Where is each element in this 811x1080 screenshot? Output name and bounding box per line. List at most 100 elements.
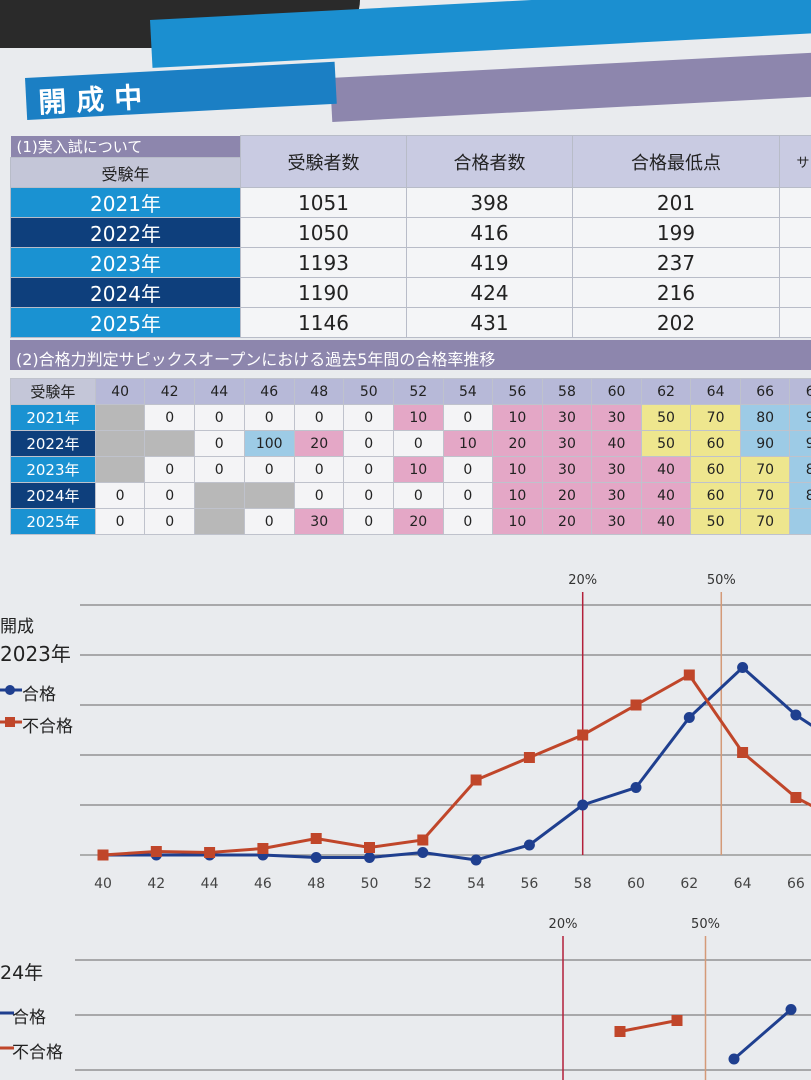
pass-rate-cell: 60: [690, 456, 741, 483]
x-tick-label: 62: [680, 876, 698, 892]
score-column-header: 46: [243, 378, 295, 405]
pass-rate-cell: 0: [243, 404, 295, 431]
pass-rate-cell: 20: [393, 508, 444, 535]
x-tick-label: 40: [94, 876, 112, 892]
sapix-cell: [779, 307, 811, 338]
pass-rate-cell: 20: [293, 430, 345, 457]
score-column-header: 68: [789, 378, 811, 405]
data-point-fail: [364, 842, 375, 853]
x-tick-label: 60: [627, 876, 645, 892]
data-point-fail: [671, 1015, 683, 1026]
min-score-cell: 201: [572, 187, 780, 218]
data-point-fail: [204, 847, 216, 858]
applicants-cell: 1193: [239, 247, 408, 278]
pass-rate-cell: 0: [442, 404, 494, 431]
pass-rate-cell: 10: [492, 456, 543, 483]
section1-caption: (1)実入試について: [10, 135, 241, 158]
pass-rate-cell: 40: [640, 482, 692, 509]
pass-rate-cell: 0: [243, 508, 295, 535]
data-point-fail: [470, 774, 482, 786]
reference-label: 50%: [691, 917, 720, 932]
pass-rate-cell: 0: [94, 482, 146, 509]
pass-rate-cell: [94, 430, 146, 457]
applicants-cell: 1050: [239, 217, 408, 248]
pass-rate-cell: [193, 508, 245, 535]
col-header-passers: 合格者数: [406, 135, 574, 188]
data-point-pass: [785, 1004, 797, 1015]
min-score-cell: 202: [572, 307, 780, 338]
year-cell: 2023年: [10, 247, 241, 278]
pass-rate-cell: 0: [393, 430, 444, 457]
passers-cell: 416: [406, 217, 574, 248]
sapix-cell: [779, 217, 811, 248]
pass-rate-cell: 30: [541, 404, 593, 431]
pass-rate-cell: 10: [492, 508, 543, 535]
pass-rate-cell: 30: [293, 508, 345, 535]
chart2-title: 24年: [0, 962, 44, 984]
data-point-pass: [630, 782, 642, 793]
score-column-header: 58: [541, 378, 593, 405]
data-point-pass: [683, 712, 695, 723]
data-point-fail: [417, 834, 429, 846]
pass-rate-cell: 30: [541, 430, 593, 457]
score-column-header: 54: [442, 378, 494, 405]
data-point-fail: [150, 846, 162, 857]
series-line-pass: [733, 1008, 792, 1061]
data-point-fail: [614, 1026, 626, 1037]
x-tick-label: 42: [147, 876, 165, 892]
pass-rate-cell: [193, 482, 245, 509]
pass-rate-cell: 70: [739, 482, 791, 509]
score-column-header: 44: [193, 378, 245, 405]
table-row: 2021年 1051 398 201: [10, 187, 811, 218]
pass-rate-cell: 60: [690, 430, 741, 457]
pass-rate-cell: 10: [393, 404, 444, 431]
pass-rate-cell: 50: [640, 404, 692, 431]
x-tick-label: 54: [467, 876, 485, 892]
pass-rate-cell: 20: [541, 508, 593, 535]
col-header-year: 受験年: [10, 157, 241, 188]
reference-label: 20%: [549, 917, 578, 932]
pass-rate-cell: 8: [789, 508, 811, 535]
passers-cell: 419: [406, 247, 574, 278]
x-tick-label: 50: [361, 876, 379, 892]
applicants-cell: 1190: [239, 277, 408, 308]
year-cell: 2025年: [10, 508, 96, 535]
applicants-cell: 1051: [239, 187, 408, 218]
pass-rate-cell: 20: [541, 482, 593, 509]
data-point-pass: [417, 847, 429, 858]
pass-rate-cell: 50: [690, 508, 741, 535]
x-tick-label: 52: [414, 876, 432, 892]
pass-rate-cell: 60: [690, 482, 741, 509]
series-line-fail: [619, 1019, 678, 1033]
pass-rate-cell: 100: [243, 430, 295, 457]
x-tick-label: 56: [520, 876, 538, 892]
pass-rate-cell: 0: [343, 404, 395, 431]
data-point-pass: [364, 852, 375, 863]
col-header-min-score: 合格最低点: [572, 135, 780, 188]
pass-rate-cell: 90: [789, 404, 811, 431]
data-point-pass: [577, 799, 589, 811]
pass-rate-cell: 70: [739, 508, 791, 535]
pass-rate-cell: 10: [393, 456, 444, 483]
pass-rate-table: 受験年404244464850525456586062646668 2021年0…: [10, 378, 811, 535]
pass-rate-cell: 70: [690, 404, 741, 431]
x-tick-label: 66: [787, 876, 805, 892]
data-point-fail: [683, 669, 695, 681]
pass-rate-cell: 90: [789, 430, 811, 457]
legend-marker-square: [5, 717, 15, 727]
x-tick-label: 48: [307, 876, 325, 892]
passers-cell: 431: [406, 307, 574, 338]
pass-rate-cell: [94, 404, 146, 431]
pass-rate-cell: 0: [293, 482, 345, 509]
score-column-header: 66: [739, 378, 791, 405]
pass-rate-cell: 30: [591, 404, 642, 431]
pass-rate-cell: 0: [442, 508, 494, 535]
year-cell: 2021年: [10, 404, 96, 431]
sapix-cell: [779, 247, 811, 278]
chart1-title-1: 開成: [0, 617, 34, 637]
col-header-year: 受験年: [10, 378, 96, 405]
legend-marker-circle: [5, 685, 15, 695]
data-point-pass: [728, 1053, 740, 1065]
table-row: 2022年010020001020304050609090: [10, 430, 811, 457]
table-row: 2023年 1193 419 237: [10, 247, 811, 278]
